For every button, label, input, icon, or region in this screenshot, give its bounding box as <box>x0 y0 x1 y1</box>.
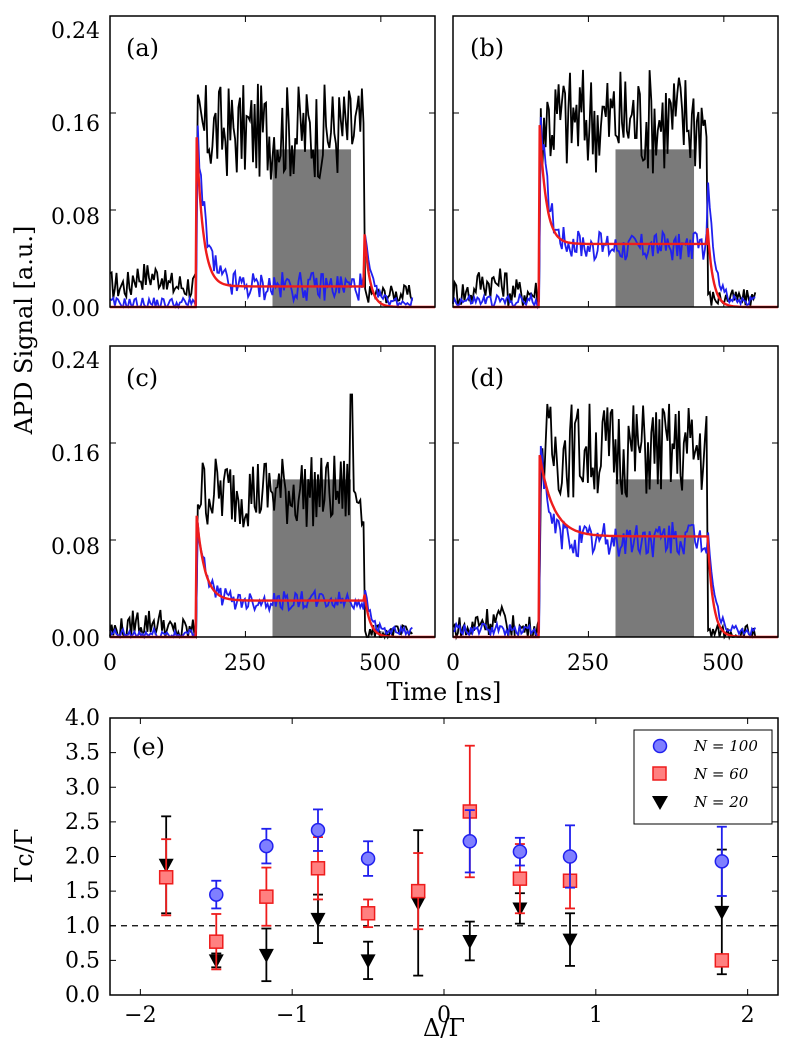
point-n100 <box>562 849 578 864</box>
apd-axis-label: APD Signal [a.u.] <box>10 226 38 436</box>
point-n20 <box>714 905 730 920</box>
point-n60 <box>410 883 426 899</box>
point-n60 <box>714 953 730 968</box>
panel-b-label: (b) <box>470 34 504 62</box>
panel-b-shaded-window <box>615 149 695 307</box>
panel-c-ytick-0.24: 0.24 <box>51 349 100 374</box>
point-n20 <box>258 948 274 963</box>
point-n100 <box>310 822 326 838</box>
panel-d: (d) 0 250 500 <box>446 345 779 676</box>
panel-d-frame <box>452 345 779 638</box>
panel-b-black-trace <box>452 69 757 308</box>
panel-d-xtick-250: 250 <box>567 651 609 676</box>
legend-label-n60: N = 60 <box>693 765 749 783</box>
panel-a-ytick-0.16: 0.16 <box>51 112 100 137</box>
panel-e-ytick-4.0: 4.0 <box>65 706 100 731</box>
panel-c-ytick-0.16: 0.16 <box>51 442 100 467</box>
panel-a: (a) 0.24 0.16 0.08 0.00 <box>51 15 436 322</box>
panel-a-black-trace <box>109 83 414 304</box>
point-n100 <box>209 887 224 902</box>
legend: N = 100 N = 60 N = 20 <box>633 729 773 825</box>
legend-marker-n60 <box>652 766 667 781</box>
panel-e-ytick-1.5: 1.5 <box>65 879 100 904</box>
panel-e-xtick-1: −1 <box>276 1003 308 1028</box>
panel-a-blue-trace <box>109 125 414 310</box>
panel-e-ytick-0.5: 0.5 <box>65 948 100 973</box>
panel-e-label: (e) <box>132 733 165 761</box>
point-n60 <box>360 906 376 921</box>
panel-e: (e) 0.00.51.01.52.02.53.03.54.0 −2 −1 0 1 2 … <box>10 706 779 1042</box>
panel-b-frame <box>452 15 779 308</box>
panel-d-shaded-window <box>615 479 695 637</box>
point-n20 <box>360 954 376 969</box>
point-n20 <box>562 933 578 948</box>
panel-e-ytick-1.0: 1.0 <box>65 914 100 939</box>
time-axis-label: Time [ns] <box>387 678 502 706</box>
panel-c-black-trace <box>109 393 413 640</box>
panel-e-xtick-2: 0 <box>437 1003 451 1028</box>
panel-e-xtick-0: −2 <box>124 1003 156 1028</box>
point-n100 <box>360 851 376 866</box>
panel-e-ytick-2.0: 2.0 <box>65 845 100 870</box>
point-n100 <box>714 854 730 869</box>
legend-label-n100: N = 100 <box>693 737 758 755</box>
panel-c-ytick-0.08: 0.08 <box>51 535 100 560</box>
panel-e-xtick-3: 1 <box>589 1003 603 1028</box>
point-n60 <box>209 934 224 949</box>
panel-c-label: (c) <box>126 364 158 392</box>
panel-e-ytick-3.0: 3.0 <box>65 775 100 800</box>
legend-label-n20: N = 20 <box>693 793 749 811</box>
panel-d-label: (d) <box>470 364 504 392</box>
point-n20 <box>462 934 478 949</box>
delta-axis-label: Δ/Γ <box>423 1014 465 1042</box>
panel-c-ytick-0.00: 0.00 <box>51 627 100 652</box>
panel-c: (c) 0.24 0.16 0.08 0.00 0 250 500 <box>51 345 436 676</box>
panel-e-ytick-3.5: 3.5 <box>65 741 100 766</box>
panel-d-blue-trace <box>452 445 757 639</box>
panel-b: (b) <box>452 15 779 310</box>
panel-a-ytick-0.00: 0.00 <box>51 297 100 322</box>
point-n60 <box>158 870 174 885</box>
panel-c-xtick-0: 0 <box>103 651 117 676</box>
panel-c-blue-trace <box>109 522 413 640</box>
point-n100 <box>462 834 478 849</box>
panel-e-ytick-0.0: 0.0 <box>65 983 100 1008</box>
panel-e-ytick-2.5: 2.5 <box>65 810 100 835</box>
point-n100 <box>259 838 274 854</box>
panel-a-label: (a) <box>126 34 159 62</box>
panel-a-ytick-0.08: 0.08 <box>51 205 100 230</box>
panel-c-xtick-500: 500 <box>359 651 401 676</box>
point-n60 <box>512 871 528 886</box>
point-n20 <box>310 912 326 927</box>
panel-d-xtick-0: 0 <box>446 651 460 676</box>
panel-c-frame <box>109 345 436 638</box>
point-n100 <box>512 844 528 859</box>
panel-c-xtick-250: 250 <box>224 651 266 676</box>
panel-a-frame <box>109 15 436 308</box>
legend-marker-n100 <box>652 738 668 754</box>
legend-marker-n20 <box>652 796 668 810</box>
panel-d-xtick-500: 500 <box>702 651 744 676</box>
panel-d-black-trace <box>452 403 757 641</box>
panel-a-ytick-0.24: 0.24 <box>51 19 100 44</box>
gamma-axis-label: Γc/Γ <box>10 829 38 884</box>
point-n60 <box>259 889 274 904</box>
panel-e-xtick-4: 2 <box>741 1003 755 1028</box>
point-n60 <box>310 861 326 876</box>
